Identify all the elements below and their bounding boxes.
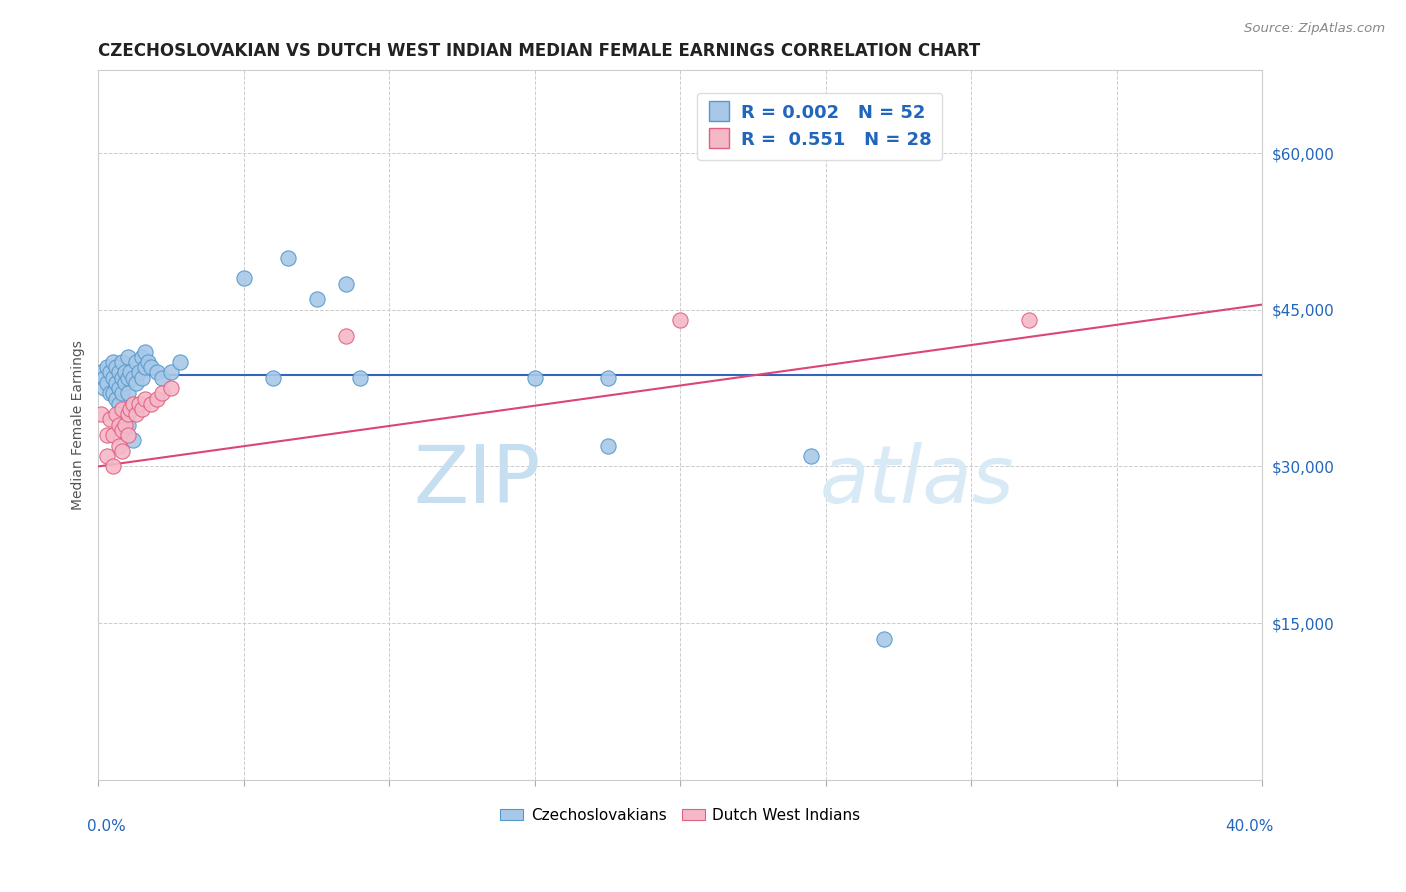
Point [160,381,183,395]
Point [101,428,124,442]
Point [335,277,357,291]
Y-axis label: Median Female Earnings: Median Female Earnings [72,340,86,509]
Point [122,434,145,448]
Point [111,443,134,458]
Point [111,423,134,437]
Point [125,376,148,390]
Point [107,397,129,411]
Point [152,370,174,384]
Point [120,366,142,380]
Point [98,386,121,401]
Text: ZIP: ZIP [413,442,541,520]
Point [111,386,134,401]
Point [96,376,118,390]
Point [122,397,145,411]
Point [134,344,156,359]
Point [122,370,145,384]
Point [98,366,121,380]
Point [114,376,136,390]
Point [107,366,129,380]
Point [98,412,121,426]
Point [136,355,159,369]
Point [111,355,134,369]
Point [111,370,134,384]
Point [96,428,118,442]
Point [873,632,896,646]
Point [114,366,136,380]
Point [101,386,124,401]
Point [111,401,134,416]
Point [349,370,371,384]
Point [277,251,299,265]
Point [145,392,167,406]
Text: CZECHOSLOVAKIAN VS DUTCH WEST INDIAN MEDIAN FEMALE EARNINGS CORRELATION CHART: CZECHOSLOVAKIAN VS DUTCH WEST INDIAN MED… [98,42,980,60]
Point [800,449,823,463]
Point [96,449,118,463]
Text: atlas: atlas [820,442,1015,520]
Point [90,366,112,380]
Point [131,401,153,416]
Point [117,428,139,442]
Text: 40.0%: 40.0% [1226,819,1274,834]
Point [125,407,148,421]
Point [117,407,139,421]
Point [125,355,148,369]
Point [117,386,139,401]
Point [139,360,162,375]
Point [107,417,129,432]
Point [101,459,124,474]
Point [104,407,127,421]
Point [117,370,139,384]
Point [523,370,546,384]
Point [169,355,191,369]
Point [114,417,136,432]
Point [131,370,153,384]
Point [93,381,115,395]
Point [120,401,142,416]
Text: Source: ZipAtlas.com: Source: ZipAtlas.com [1244,22,1385,36]
Text: 0.0%: 0.0% [87,819,125,834]
Point [104,360,127,375]
Point [262,370,284,384]
Point [107,438,129,452]
Point [134,360,156,375]
Point [596,370,619,384]
Point [134,392,156,406]
Point [101,370,124,384]
Point [90,407,112,421]
Point [96,360,118,375]
Point [93,370,115,384]
Point [128,366,150,380]
Point [669,313,692,327]
Point [232,271,254,285]
Point [104,392,127,406]
Point [139,397,162,411]
Point [104,376,127,390]
Point [107,381,129,395]
Point [152,386,174,401]
Point [128,397,150,411]
Legend: Czechoslovakians, Dutch West Indians: Czechoslovakians, Dutch West Indians [494,802,866,829]
Point [117,417,139,432]
Point [1018,313,1040,327]
Point [596,438,619,452]
Point [131,350,153,364]
Point [160,366,183,380]
Point [101,355,124,369]
Point [335,329,357,343]
Point [117,350,139,364]
Point [305,293,328,307]
Point [145,366,167,380]
